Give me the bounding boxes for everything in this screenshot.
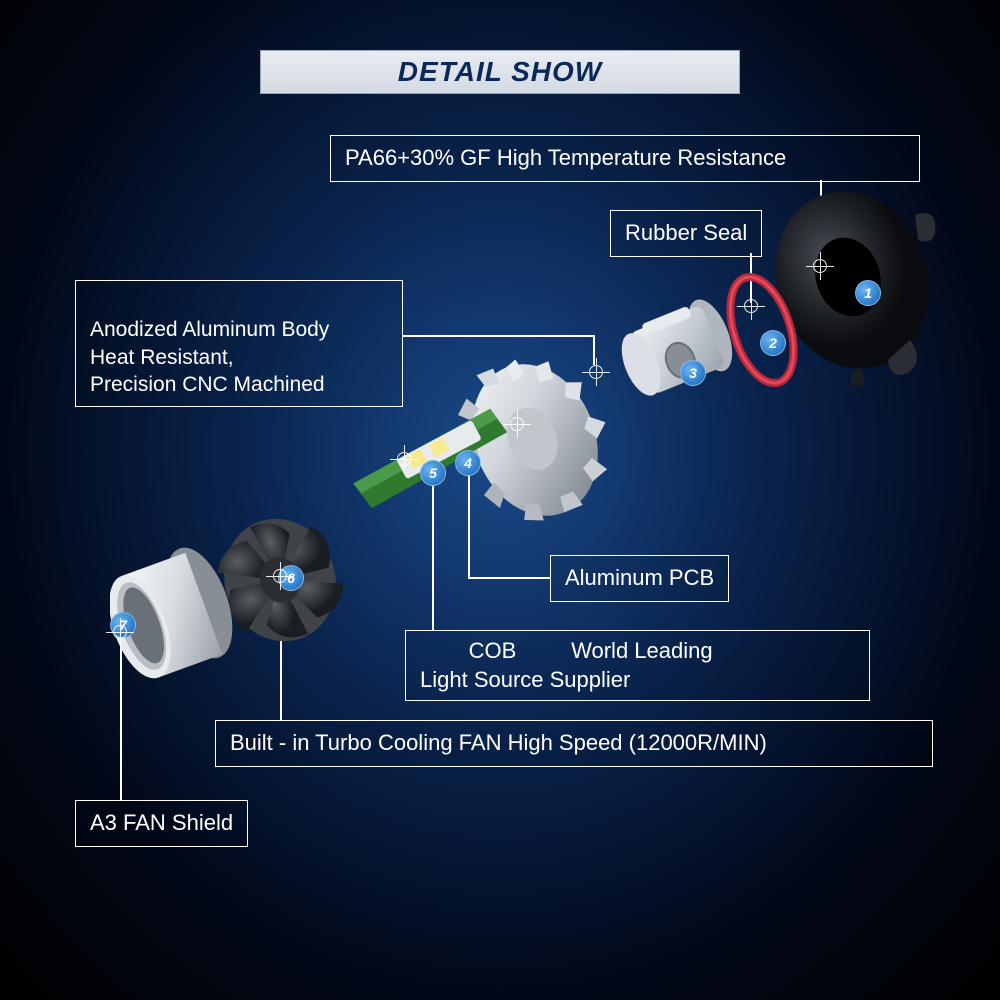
marker-2: 2 bbox=[760, 330, 786, 356]
marker-5: 5 bbox=[420, 460, 446, 486]
callout-anodized: Anodized Aluminum Body Heat Resistant, P… bbox=[75, 280, 403, 407]
crosshair-icon bbox=[582, 358, 610, 386]
marker-4: 4 bbox=[455, 450, 481, 476]
crosshair-icon bbox=[503, 410, 531, 438]
marker-1: 1 bbox=[855, 280, 881, 306]
crosshair-icon bbox=[737, 292, 765, 320]
callout-fan-shield: A3 FAN Shield bbox=[75, 800, 248, 847]
leader-anodized-h bbox=[403, 335, 593, 337]
crosshair-icon bbox=[266, 562, 294, 590]
crosshair-icon bbox=[390, 445, 418, 473]
part-connector bbox=[610, 290, 740, 420]
crosshair-icon bbox=[106, 618, 134, 646]
callout-turbo-fan: Built - in Turbo Cooling FAN High Speed … bbox=[215, 720, 933, 767]
crosshair-icon bbox=[806, 252, 834, 280]
title-bar: DETAIL SHOW bbox=[260, 50, 740, 94]
leader-pcb-h bbox=[468, 577, 550, 579]
marker-3: 3 bbox=[680, 360, 706, 386]
callout-pa66: PA66+30% GF High Temperature Resistance bbox=[330, 135, 920, 182]
title-text: DETAIL SHOW bbox=[398, 56, 602, 88]
callout-aluminum-pcb: Aluminum PCB bbox=[550, 555, 729, 602]
callout-rubber-seal: Rubber Seal bbox=[610, 210, 762, 257]
callout-cob: COB World Leading Light Source Supplier bbox=[405, 630, 870, 701]
